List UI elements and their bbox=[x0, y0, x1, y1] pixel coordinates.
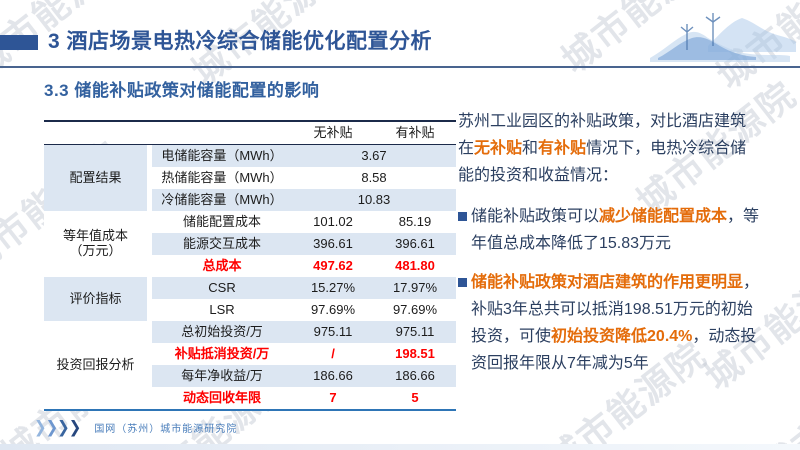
intro-highlight-no-subsidy: 无补贴 bbox=[474, 140, 523, 157]
bullet-highlight: 初始投资降低20.4% bbox=[551, 328, 693, 345]
item-label: 冷储能容量（MWh） bbox=[152, 189, 292, 211]
merged-value: 8.58 bbox=[292, 167, 456, 189]
header-blank-cell bbox=[44, 121, 292, 145]
chevron-icon: ❯ bbox=[45, 418, 59, 437]
section-subtitle: 3.3 储能补贴政策对储能配置的影响 bbox=[44, 81, 320, 100]
item-label: 每年净收益/万 bbox=[152, 365, 292, 387]
intro-text: 和 bbox=[522, 140, 539, 157]
table-row: 投资回报分析 总初始投资/万 975.11 975.11 bbox=[44, 321, 456, 410]
value-no-subsidy: 497.62 bbox=[292, 255, 374, 277]
value-no-subsidy: 396.61 bbox=[292, 233, 374, 255]
bullet-text-segment: ，补贴3年总共可以抵消198.51万元的初始投资，可使 bbox=[471, 274, 760, 345]
value-no-subsidy: 7 bbox=[292, 387, 374, 410]
value-with-subsidy: 186.66 bbox=[374, 365, 456, 387]
chevron-icon: ❯ bbox=[68, 418, 82, 437]
intro-text: 苏州工业园区的补贴政策，对比酒店建筑在 bbox=[458, 113, 747, 157]
chevron-icon: ❯ bbox=[57, 418, 70, 437]
table-row: 等年值成本 （万元） 储能配置成本 101.02 85.19 bbox=[44, 211, 456, 277]
merged-value: 3.67 bbox=[292, 144, 456, 167]
table-row: 评价指标 CSR 15.27% 17.97% bbox=[44, 277, 456, 321]
item-label: 热储能容量（MWh） bbox=[152, 167, 292, 189]
value-with-subsidy: 85.19 bbox=[374, 211, 456, 233]
group-evaluation-index: 评价指标 bbox=[44, 277, 147, 321]
value-no-subsidy: 97.69% bbox=[292, 299, 374, 321]
title-accent-square bbox=[0, 35, 38, 50]
subsidy-comparison-table: 无补贴 有补贴 配置结果 电储能容量（MWh） 3.67 热储能容量（MWh） … bbox=[44, 120, 456, 411]
group-annual-cost: 等年值成本 （万元） bbox=[44, 211, 147, 277]
merged-value: 10.83 bbox=[292, 189, 456, 211]
bullet-text-segment: ，动态投资回报年限从7年减为5年 bbox=[471, 328, 757, 372]
table-row-total-cost: 总成本 497.62 481.80 bbox=[44, 255, 456, 277]
value-no-subsidy: / bbox=[292, 343, 374, 365]
page-title: 3 酒店场景电热冷综合储能优化配置分析 bbox=[48, 30, 433, 53]
intro-highlight-with-subsidy: 有补贴 bbox=[538, 140, 587, 157]
chevron-icon: ❯ bbox=[34, 418, 47, 437]
column-gap bbox=[147, 321, 152, 410]
column-gap bbox=[147, 211, 152, 277]
value-with-subsidy: 5 bbox=[374, 387, 456, 410]
item-label: 补贴抵消投资/万 bbox=[152, 343, 292, 365]
bullet-text-segment: 储能补贴政策可以 bbox=[471, 208, 600, 225]
value-no-subsidy: 15.27% bbox=[292, 277, 374, 299]
bullet-square-icon bbox=[458, 278, 467, 287]
bullet-text-segment: ，等年值总成本降低了15.83万元 bbox=[471, 208, 760, 252]
bottom-accent-strip bbox=[0, 444, 800, 450]
item-label: LSR bbox=[152, 299, 292, 321]
bullet-item-cost-reduction: 储能补贴政策可以减少储能配置成本，等年值总成本降低了15.83万元 bbox=[458, 203, 760, 257]
footer-organization: 国网（苏州）城市能源研究院 bbox=[94, 424, 238, 435]
table-header-row: 无补贴 有补贴 bbox=[44, 121, 456, 145]
bullet-highlight: 减少储能配置成本 bbox=[599, 208, 728, 225]
table-row-subsidy-offset: 补贴抵消投资/万 / 198.51 bbox=[44, 343, 456, 365]
group-roi-analysis: 投资回报分析 bbox=[44, 321, 147, 410]
bullet-text: 储能补贴政策可以减少储能配置成本，等年值总成本降低了15.83万元 bbox=[471, 203, 760, 257]
bullet-square-icon bbox=[458, 212, 467, 221]
value-with-subsidy: 396.61 bbox=[374, 233, 456, 255]
footer: ❯ ❯ ❯ ❯ 国网（苏州）城市能源研究院 bbox=[34, 418, 238, 437]
group-config-result: 配置结果 bbox=[44, 144, 147, 211]
item-label: 动态回收年限 bbox=[152, 387, 292, 410]
item-label: 能源交互成本 bbox=[152, 233, 292, 255]
value-with-subsidy: 975.11 bbox=[374, 321, 456, 343]
value-no-subsidy: 186.66 bbox=[292, 365, 374, 387]
bullet-item-hotel-effect: 储能补贴政策对酒店建筑的作用更明显，补贴3年总共可以抵消198.51万元的初始投… bbox=[458, 269, 760, 377]
value-no-subsidy: 975.11 bbox=[292, 321, 374, 343]
item-label: 电储能容量（MWh） bbox=[152, 144, 292, 167]
value-with-subsidy: 97.69% bbox=[374, 299, 456, 321]
value-no-subsidy: 101.02 bbox=[292, 211, 374, 233]
value-with-subsidy: 198.51 bbox=[374, 343, 456, 365]
table-row: 每年净收益/万 186.66 186.66 bbox=[44, 365, 456, 387]
item-label: 总成本 bbox=[152, 255, 292, 277]
table-row: 配置结果 电储能容量（MWh） 3.67 bbox=[44, 144, 456, 211]
intro-text: 情况下，电热冷综合储能的投资和收益情况： bbox=[458, 140, 747, 184]
mountain-illustration bbox=[650, 13, 796, 62]
table-row: LSR 97.69% 97.69% bbox=[44, 299, 456, 321]
item-label: CSR bbox=[152, 277, 292, 299]
analysis-panel: 苏州工业园区的补贴政策，对比酒店建筑在无补贴和有补贴情况下，电热冷综合储能的投资… bbox=[458, 108, 760, 389]
table-row: 冷储能容量（MWh） 10.83 bbox=[44, 189, 456, 211]
bullet-highlight: 储能补贴政策对酒店建筑的作用更明显 bbox=[471, 274, 744, 291]
table-row-payback-period: 动态回收年限 7 5 bbox=[44, 387, 456, 410]
item-label: 总初始投资/万 bbox=[152, 321, 292, 343]
header-divider bbox=[0, 66, 800, 68]
intro-paragraph: 苏州工业园区的补贴政策，对比酒店建筑在无补贴和有补贴情况下，电热冷综合储能的投资… bbox=[458, 108, 760, 189]
value-with-subsidy: 17.97% bbox=[374, 277, 456, 299]
table-row: 能源交互成本 396.61 396.61 bbox=[44, 233, 456, 255]
bullet-text: 储能补贴政策对酒店建筑的作用更明显，补贴3年总共可以抵消198.51万元的初始投… bbox=[471, 269, 760, 377]
header-with-subsidy: 有补贴 bbox=[374, 121, 456, 145]
column-gap bbox=[147, 144, 152, 211]
header-no-subsidy: 无补贴 bbox=[292, 121, 374, 145]
item-label: 储能配置成本 bbox=[152, 211, 292, 233]
value-with-subsidy: 481.80 bbox=[374, 255, 456, 277]
table-row: 热储能容量（MWh） 8.58 bbox=[44, 167, 456, 189]
column-gap bbox=[147, 277, 152, 321]
